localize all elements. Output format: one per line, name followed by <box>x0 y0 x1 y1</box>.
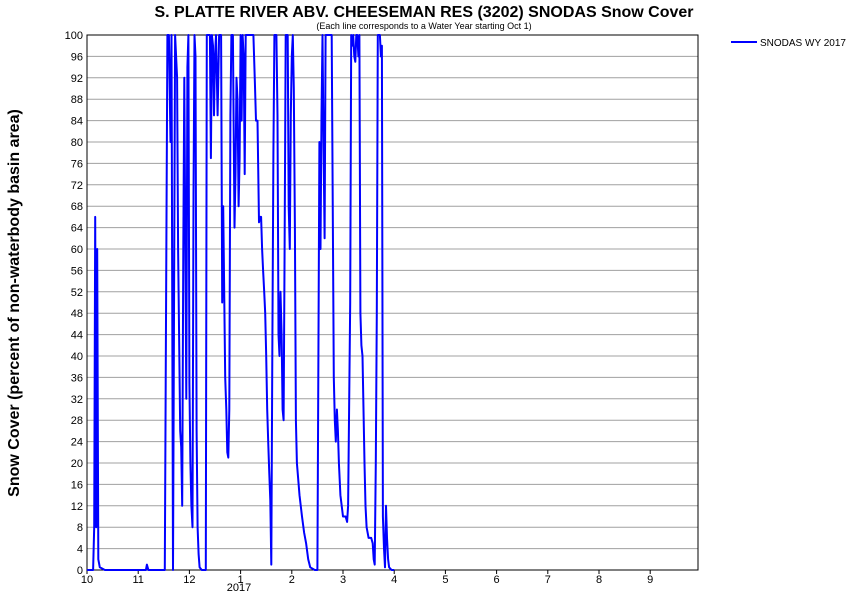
x-tick-label: 9 <box>647 574 653 586</box>
x-tick-label: 8 <box>596 574 602 586</box>
y-tick-label: 28 <box>71 415 83 427</box>
x-tick-label: 3 <box>340 574 346 586</box>
y-tick-label: 76 <box>71 158 83 170</box>
y-tick-label: 88 <box>71 94 83 106</box>
y-tick-label: 16 <box>71 479 83 491</box>
y-tick-label: 100 <box>65 30 83 42</box>
y-tick-label: 44 <box>71 330 83 342</box>
y-tick-label: 20 <box>71 458 83 470</box>
y-tick-label: 92 <box>71 73 83 85</box>
x-tick-label: 11 <box>132 574 143 586</box>
y-tick-label: 60 <box>71 244 83 256</box>
y-tick-label: 24 <box>71 437 83 449</box>
x-tick-label: 10 <box>81 574 93 586</box>
chart-subtitle: (Each line corresponds to a Water Year s… <box>316 21 531 31</box>
x-tick-label: 12 <box>183 574 195 586</box>
y-tick-label: 72 <box>71 180 83 192</box>
y-tick-label: 36 <box>71 372 83 384</box>
y-tick-label: 12 <box>71 501 83 513</box>
x-tick-label: 5 <box>442 574 448 586</box>
y-tick-label: 32 <box>71 394 83 406</box>
y-tick-label: 80 <box>71 137 83 149</box>
y-tick-label: 40 <box>71 351 83 363</box>
series-group <box>87 34 395 571</box>
y-tick-label: 48 <box>71 308 83 320</box>
legend: SNODAS WY 2017 <box>731 38 846 49</box>
x-axis-ticks: 10 11 12 1 2 3 4 5 6 7 8 9 <box>81 570 653 586</box>
y-tick-label: 8 <box>77 522 83 534</box>
legend-label: SNODAS WY 2017 <box>760 38 846 49</box>
x-year-label: 2017 <box>227 582 251 594</box>
series-line-0 <box>87 34 395 571</box>
x-tick-label: 7 <box>545 574 551 586</box>
y-tick-label: 64 <box>71 223 83 235</box>
chart-title: S. PLATTE RIVER ABV. CHEESEMAN RES (3202… <box>154 4 693 21</box>
y-tick-label: 68 <box>71 201 83 213</box>
x-tick-label: 6 <box>494 574 500 586</box>
y-tick-label: 52 <box>71 287 83 299</box>
x-tick-label: 1 <box>238 574 244 586</box>
x-tick-label: 4 <box>391 574 397 586</box>
y-tick-label: 96 <box>71 51 83 63</box>
y-tick-label: 84 <box>71 116 83 128</box>
y-tick-label: 4 <box>77 544 83 556</box>
y-axis-ticks: 0481216202428323640444852566064687276808… <box>65 30 83 577</box>
y-tick-label: 0 <box>77 565 83 577</box>
y-axis-label: Snow Cover (percent of non-waterbody bas… <box>6 109 23 497</box>
y-tick-label: 56 <box>71 265 83 277</box>
x-tick-label: 2 <box>289 574 295 586</box>
